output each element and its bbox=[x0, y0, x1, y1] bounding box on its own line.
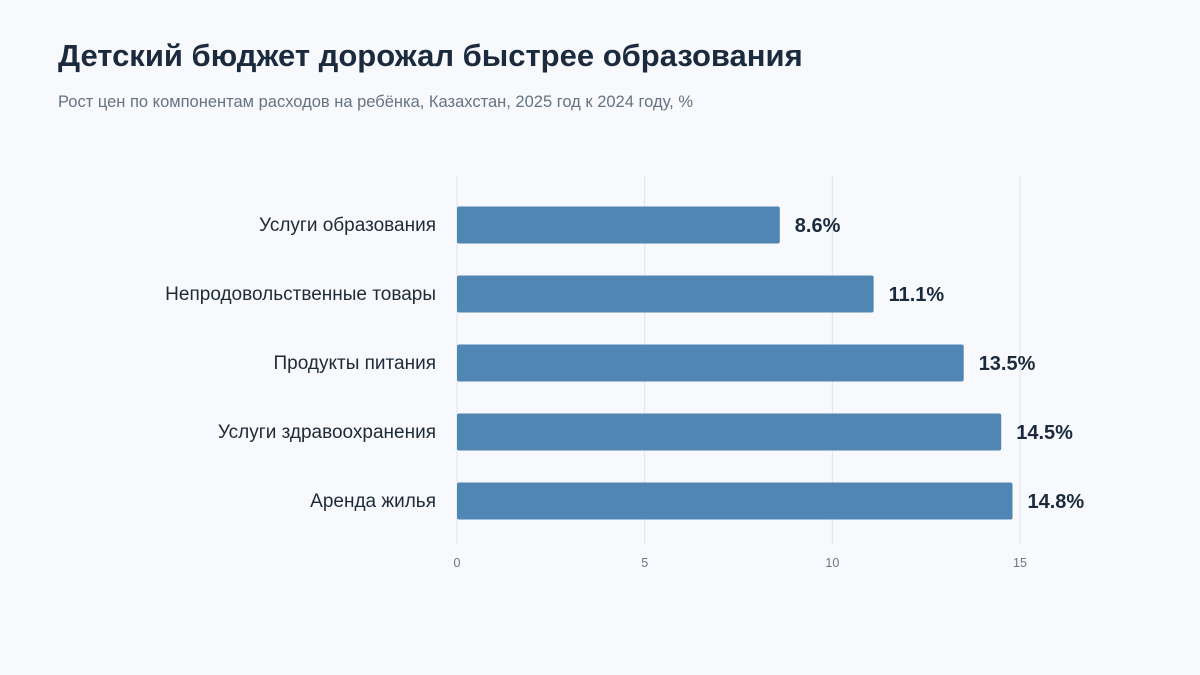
value-label: 13.5% bbox=[979, 353, 1036, 375]
chart-title: Детский бюджет дорожал быстрее образован… bbox=[58, 38, 803, 73]
value-label: 11.1% bbox=[889, 284, 945, 306]
chart-subtitle: Рост цен по компонентам расходов на ребё… bbox=[58, 93, 694, 111]
value-label: 14.5% bbox=[1016, 422, 1073, 444]
bar-2 bbox=[457, 344, 964, 382]
value-label: 8.6% bbox=[795, 215, 841, 237]
x-tick-label: 5 bbox=[641, 556, 648, 570]
bars bbox=[457, 206, 1013, 520]
x-axis-ticks: 0 5 10 15 bbox=[454, 556, 1027, 570]
value-label: 14.8% bbox=[1027, 491, 1084, 513]
labels: Услуги образования 8.6% Непродовольственны… bbox=[165, 215, 1084, 513]
category-label: Продукты питания bbox=[274, 353, 436, 374]
category-label: Аренда жилья bbox=[310, 491, 436, 512]
x-tick-label: 10 bbox=[825, 556, 839, 570]
bar-3 bbox=[457, 413, 1002, 451]
x-tick-label: 15 bbox=[1013, 556, 1027, 570]
bar-0 bbox=[457, 206, 780, 244]
category-label: Услуги образования bbox=[259, 215, 436, 236]
category-label: Непродовольственные товары bbox=[165, 284, 436, 305]
bar-1 bbox=[457, 275, 874, 313]
x-tick-label: 0 bbox=[454, 556, 461, 570]
bar-4 bbox=[457, 482, 1013, 520]
category-label: Услуги здравоохранения bbox=[218, 422, 436, 443]
